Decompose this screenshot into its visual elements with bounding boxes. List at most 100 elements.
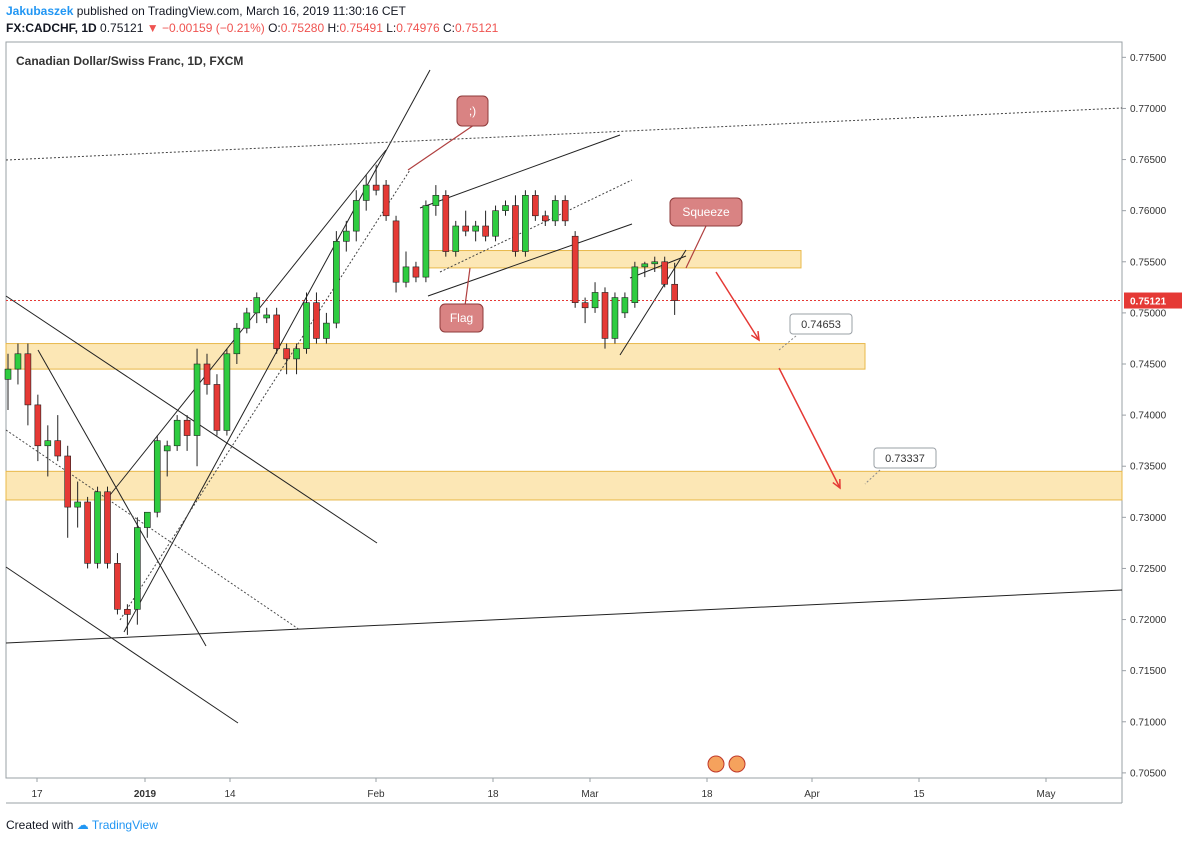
x-tick-label: 14 (224, 789, 236, 800)
y-tick-label: 0.73000 (1130, 513, 1167, 524)
dotted-trend-line (5, 429, 301, 631)
candle-body (114, 563, 121, 610)
candle-body (323, 322, 330, 339)
y-tick-label: 0.77000 (1130, 104, 1167, 115)
symbol-text: FX:CADCHF, 1D (6, 21, 97, 35)
candle-body (34, 404, 42, 447)
candle-body (591, 292, 599, 309)
candle-body (4, 368, 12, 380)
candle-body (54, 440, 62, 457)
candle-body (144, 511, 151, 528)
candle-body (412, 266, 420, 278)
event-icon (707, 755, 725, 773)
y-tick-label: 0.72000 (1130, 615, 1167, 626)
candle-body (342, 230, 350, 242)
candle-body (203, 363, 211, 385)
y-tick-label: 0.74000 (1130, 411, 1167, 422)
candle-body (124, 609, 131, 615)
candle-body (362, 184, 370, 201)
down-arrow-icon: ▼ (146, 21, 159, 35)
candle-body (153, 440, 161, 513)
price-label-1 (789, 313, 853, 335)
candle-body (173, 419, 181, 447)
trend-line (5, 589, 1123, 644)
trend-line (629, 255, 687, 279)
candle-body (84, 501, 91, 564)
footer: Created with ☁ TradingView (6, 818, 158, 832)
candle-body (442, 195, 450, 252)
candle-body (581, 302, 589, 309)
close-value: 0.75121 (454, 21, 499, 35)
candle-body (432, 195, 440, 206)
candle-body (512, 205, 519, 252)
high-label: H: (327, 21, 340, 35)
tradingview-logo-icon[interactable]: ☁ (76, 818, 89, 832)
tradingview-brand-text[interactable]: TradingView (91, 818, 158, 832)
candle-body (233, 327, 241, 355)
open-value: 0.75280 (280, 21, 325, 35)
squeeze-callout (669, 197, 743, 227)
candle-body (502, 205, 509, 211)
high-value: 0.75491 (339, 21, 383, 35)
x-tick-label: 18 (487, 789, 499, 800)
last-price-tag (1124, 292, 1182, 309)
candle-body (551, 200, 559, 222)
candle-body (193, 363, 201, 436)
x-tick-label: Apr (804, 789, 820, 800)
candle-body (522, 195, 529, 252)
author-link[interactable]: Jakubaszek (6, 4, 74, 18)
y-tick-label: 0.71000 (1130, 717, 1167, 728)
candle-body (223, 353, 231, 431)
change-text: −0.00159 (−0.21%) (161, 21, 265, 35)
candle-body (422, 205, 430, 278)
y-tick-label: 0.76500 (1130, 155, 1167, 166)
candle-body (303, 302, 310, 349)
price-label-2 (873, 447, 937, 469)
publish-info: Jakubaszek published on TradingView.com,… (6, 4, 406, 18)
candle-body (382, 184, 390, 217)
trend-line (5, 566, 239, 724)
candle-body (541, 215, 549, 222)
y-tick-label: 0.72500 (1130, 564, 1167, 575)
y-tick-label: 0.77500 (1130, 53, 1167, 64)
target-arrow-1-head (750, 330, 760, 342)
trend-line (419, 134, 621, 209)
candle-body (661, 261, 669, 285)
low-label: L: (386, 21, 397, 35)
candle-body (452, 225, 460, 252)
wink-callout (456, 95, 489, 127)
candle-body (482, 225, 489, 237)
candle-body (313, 302, 320, 339)
x-tick-label: 17 (31, 789, 43, 800)
candle-body (571, 235, 579, 303)
candle-body (532, 195, 539, 217)
y-tick-label: 0.71500 (1130, 666, 1167, 677)
squeeze-callout-pointer (685, 225, 707, 269)
candle-body (213, 384, 221, 431)
flag-callout (439, 303, 484, 333)
candle-body (163, 445, 171, 452)
price-label-2-pointer (864, 469, 881, 485)
candle-body (253, 297, 261, 314)
candle-body (263, 314, 271, 319)
dotted-trend-line (439, 179, 633, 273)
y-tick-label: 0.76000 (1130, 206, 1167, 217)
candle-body (293, 348, 300, 360)
plot-frame (5, 41, 1123, 779)
last-price-text: 0.75121 (100, 21, 144, 35)
candle-body (74, 501, 81, 508)
flag-callout-text: Flag (450, 311, 473, 325)
candle-body (611, 297, 619, 339)
y-tick-label: 0.74500 (1130, 360, 1167, 371)
candle-body (372, 184, 380, 191)
target-arrow-1 (715, 271, 760, 341)
candle-body (104, 491, 111, 564)
squeeze-callout-text: Squeeze (682, 205, 730, 219)
chart-legend: Canadian Dollar/Swiss Franc, 1D, FXCM (16, 54, 244, 68)
trend-line (37, 349, 207, 647)
candle-body (183, 419, 191, 436)
candle-body (333, 241, 340, 324)
y-tick-label: 0.73500 (1130, 462, 1167, 473)
candle-body (283, 348, 290, 360)
